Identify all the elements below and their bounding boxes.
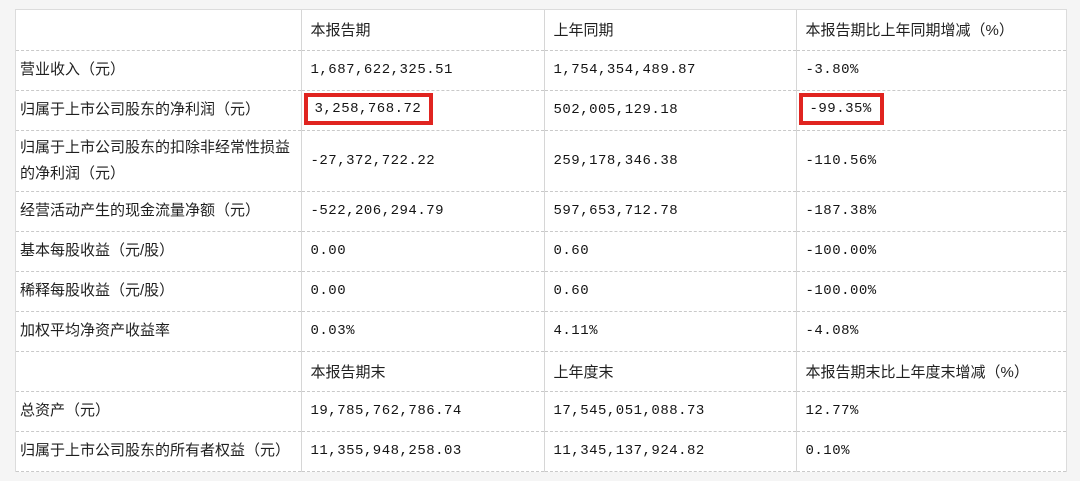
table-row-weighted-avg-roe: 加权平均净资产收益率 0.03% 4.11% -4.08% bbox=[16, 311, 1066, 352]
current-period-value: -27,372,722.22 bbox=[300, 130, 544, 192]
table-header-row-period: 本报告期 上年同期 本报告期比上年同期增减（%） bbox=[16, 10, 1066, 51]
key-accounting-data-table: 本报告期 上年同期 本报告期比上年同期增减（%） 营业收入（元） 1,687,6… bbox=[16, 10, 1066, 472]
change-pct-value: 0.10% bbox=[795, 431, 1066, 472]
header-cell-period-end-change-pct: 本报告期末比上年度末增减（%） bbox=[795, 351, 1066, 392]
financial-summary-table: 本报告期 上年同期 本报告期比上年同期增减（%） 营业收入（元） 1,687,6… bbox=[15, 9, 1067, 472]
table-row-operating-cash-flow: 经营活动产生的现金流量净额（元） -522,206,294.79 597,653… bbox=[16, 191, 1066, 232]
net-profit-value: 3,258,768.72 bbox=[314, 101, 422, 118]
change-pct-value: -187.38% bbox=[795, 191, 1066, 232]
header-cell-empty bbox=[16, 351, 301, 392]
table-header-row-period-end: 本报告期末 上年度末 本报告期末比上年度末增减（%） bbox=[16, 351, 1066, 392]
current-period-value: 0.03% bbox=[300, 311, 544, 352]
change-pct-value: 12.77% bbox=[795, 391, 1066, 432]
row-label: 稀释每股收益（元/股） bbox=[16, 271, 301, 312]
current-period-value: 3,258,768.72 bbox=[300, 90, 544, 131]
highlight-box-net-profit-change: -99.35% bbox=[798, 93, 884, 126]
table-row-shareholders-equity: 归属于上市公司股东的所有者权益（元） 11,355,948,258.03 11,… bbox=[16, 431, 1066, 472]
row-label: 总资产（元） bbox=[16, 391, 301, 432]
change-pct-value: -3.80% bbox=[795, 50, 1066, 91]
row-label: 基本每股收益（元/股） bbox=[16, 231, 301, 272]
net-profit-change-value: -99.35% bbox=[809, 101, 872, 118]
row-label: 归属于上市公司股东的扣除非经常性损益的净利润（元） bbox=[16, 130, 301, 192]
change-pct-value: -110.56% bbox=[795, 130, 1066, 192]
prior-period-value: 4.11% bbox=[543, 311, 796, 352]
prior-period-value: 259,178,346.38 bbox=[543, 130, 796, 192]
row-label: 归属于上市公司股东的所有者权益（元） bbox=[16, 431, 301, 472]
header-cell-current-period-end: 本报告期末 bbox=[300, 351, 544, 392]
change-pct-value: -100.00% bbox=[795, 271, 1066, 312]
current-period-end-value: 11,355,948,258.03 bbox=[300, 431, 544, 472]
header-cell-current-period: 本报告期 bbox=[300, 10, 544, 51]
prior-period-value: 502,005,129.18 bbox=[543, 90, 796, 131]
current-period-value: 0.00 bbox=[300, 231, 544, 272]
header-cell-prior-year-end: 上年度末 bbox=[543, 351, 796, 392]
prior-year-end-value: 11,345,137,924.82 bbox=[543, 431, 796, 472]
table-row-net-profit: 归属于上市公司股东的净利润（元） 3,258,768.72 502,005,12… bbox=[16, 90, 1066, 131]
change-pct-value: -100.00% bbox=[795, 231, 1066, 272]
current-period-value: 0.00 bbox=[300, 271, 544, 312]
change-pct-value: -99.35% bbox=[795, 90, 1066, 131]
prior-period-value: 1,754,354,489.87 bbox=[543, 50, 796, 91]
prior-period-value: 0.60 bbox=[543, 231, 796, 272]
table-row-total-assets: 总资产（元） 19,785,762,786.74 17,545,051,088.… bbox=[16, 391, 1066, 432]
header-cell-empty bbox=[16, 10, 301, 51]
table-row-operating-revenue: 营业收入（元） 1,687,622,325.51 1,754,354,489.8… bbox=[16, 50, 1066, 91]
table-row-basic-eps: 基本每股收益（元/股） 0.00 0.60 -100.00% bbox=[16, 231, 1066, 272]
prior-year-end-value: 17,545,051,088.73 bbox=[543, 391, 796, 432]
row-label: 经营活动产生的现金流量净额（元） bbox=[16, 191, 301, 232]
prior-period-value: 597,653,712.78 bbox=[543, 191, 796, 232]
prior-period-value: 0.60 bbox=[543, 271, 796, 312]
current-period-value: -522,206,294.79 bbox=[300, 191, 544, 232]
current-period-end-value: 19,785,762,786.74 bbox=[300, 391, 544, 432]
change-pct-value: -4.08% bbox=[795, 311, 1066, 352]
header-cell-prior-year-period: 上年同期 bbox=[543, 10, 796, 51]
row-label: 归属于上市公司股东的净利润（元） bbox=[16, 90, 301, 131]
row-label: 营业收入（元） bbox=[16, 50, 301, 91]
table-row-diluted-eps: 稀释每股收益（元/股） 0.00 0.60 -100.00% bbox=[16, 271, 1066, 312]
row-label: 加权平均净资产收益率 bbox=[16, 311, 301, 352]
highlight-box-net-profit: 3,258,768.72 bbox=[303, 93, 434, 126]
header-cell-period-change-pct: 本报告期比上年同期增减（%） bbox=[795, 10, 1066, 51]
current-period-value: 1,687,622,325.51 bbox=[300, 50, 544, 91]
table-row-net-profit-excl-nonrecurring: 归属于上市公司股东的扣除非经常性损益的净利润（元） -27,372,722.22… bbox=[16, 130, 1066, 192]
